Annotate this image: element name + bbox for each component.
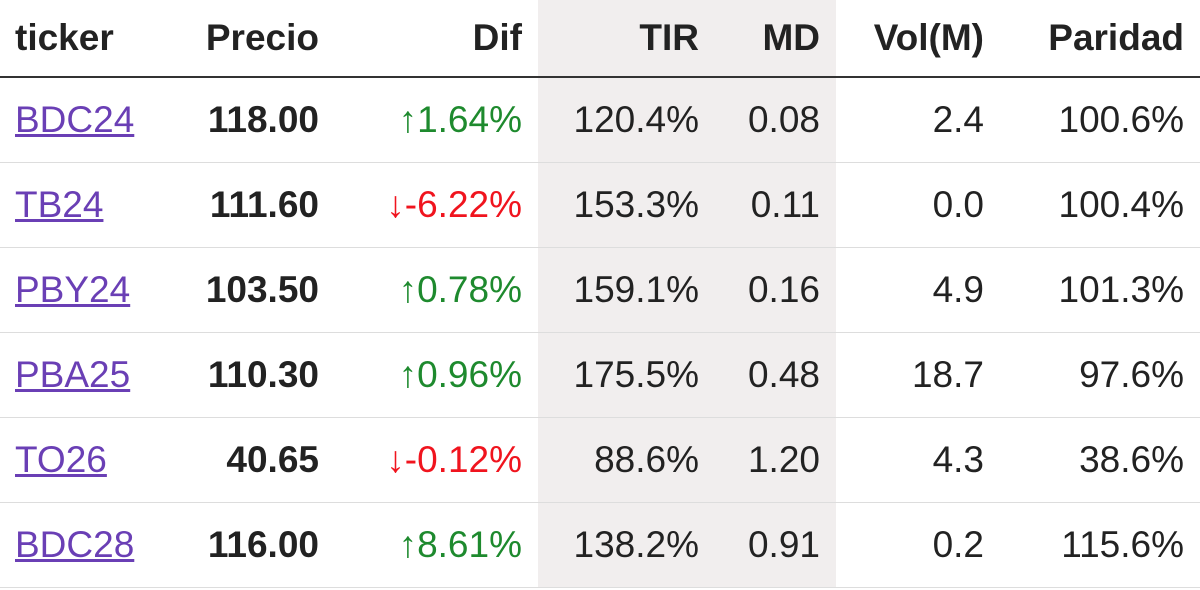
table-cell: ↓-0.12% [335, 417, 538, 503]
change-value: ↓-0.12% [386, 439, 522, 480]
table-cell: 0.11 [715, 162, 836, 248]
table-cell: 153.3% [538, 162, 715, 248]
table-row: BDC24 118.00 ↑1.64% 120.4% 0.08 2.4 100.6% [0, 77, 1200, 163]
table-row: PBA25 110.30 ↑0.96% 175.5% 0.48 18.7 97.6% [0, 332, 1200, 418]
table-cell: 40.65 [175, 417, 335, 503]
change-value: ↑0.96% [398, 354, 522, 395]
table-cell: 4.3 [836, 417, 1000, 503]
header-row: ticker Precio Dif TIR MD Vol(M) Paridad [0, 0, 1200, 78]
column-header: MD [715, 0, 836, 78]
table-cell: ↑0.96% [335, 332, 538, 418]
table-cell: 115.6% [1000, 502, 1200, 588]
table-cell: ↓-6.22% [335, 162, 538, 248]
table-cell: 0.0 [836, 162, 1000, 248]
table-cell: ↑0.78% [335, 247, 538, 333]
table-cell: 97.6% [1000, 332, 1200, 418]
column-header: Dif [335, 0, 538, 78]
table-cell: 18.7 [836, 332, 1000, 418]
table-cell: 138.2% [538, 502, 715, 588]
ticker-link[interactable]: PBA25 [15, 354, 131, 395]
table-cell: 116.00 [175, 502, 335, 588]
table-cell: BDC28 [0, 502, 175, 588]
table-cell: 0.08 [715, 77, 836, 163]
ticker-link[interactable]: PBY24 [15, 269, 131, 310]
column-header: ticker [0, 0, 175, 78]
table-cell: 0.16 [715, 247, 836, 333]
table-cell: TB24 [0, 162, 175, 248]
change-value: ↑8.61% [398, 524, 522, 565]
table-cell: 175.5% [538, 332, 715, 418]
ticker-link[interactable]: BDC24 [15, 99, 135, 140]
table-cell: 4.9 [836, 247, 1000, 333]
change-value: ↓-6.22% [386, 184, 522, 225]
table-cell: ↑1.64% [335, 77, 538, 163]
ticker-link[interactable]: TB24 [15, 184, 104, 225]
table-cell: 110.30 [175, 332, 335, 418]
table-cell: 100.4% [1000, 162, 1200, 248]
table-row: TO26 40.65 ↓-0.12% 88.6% 1.20 4.3 38.6% [0, 417, 1200, 503]
column-header: Paridad [1000, 0, 1200, 78]
column-header: Vol(M) [836, 0, 1000, 78]
table-row: BDC28 116.00 ↑8.61% 138.2% 0.91 0.2 115.6% [0, 502, 1200, 588]
table-cell: PBY24 [0, 247, 175, 333]
table-row: TB24 111.60 ↓-6.22% 153.3% 0.11 0.0 100.4% [0, 162, 1200, 248]
table-cell: 120.4% [538, 77, 715, 163]
table-cell: 0.48 [715, 332, 836, 418]
table-cell: 118.00 [175, 77, 335, 163]
table-cell: 100.6% [1000, 77, 1200, 163]
table-cell: BDC24 [0, 77, 175, 163]
table-cell: 88.6% [538, 417, 715, 503]
table-cell: 2.4 [836, 77, 1000, 163]
table-cell: 159.1% [538, 247, 715, 333]
change-value: ↑0.78% [398, 269, 522, 310]
table-cell: ↑8.61% [335, 502, 538, 588]
table-cell: 103.50 [175, 247, 335, 333]
column-header: TIR [538, 0, 715, 78]
table-cell: TO26 [0, 417, 175, 503]
table-cell: 1.20 [715, 417, 836, 503]
table-cell: 0.2 [836, 502, 1000, 588]
ticker-link[interactable]: TO26 [15, 439, 107, 480]
table-row: PBY24 103.50 ↑0.78% 159.1% 0.16 4.9 101.3% [0, 247, 1200, 333]
table-cell: 101.3% [1000, 247, 1200, 333]
table-cell: 0.91 [715, 502, 836, 588]
change-value: ↑1.64% [398, 99, 522, 140]
ticker-link[interactable]: BDC28 [15, 524, 135, 565]
column-header: Precio [175, 0, 335, 78]
table-cell: 111.60 [175, 162, 335, 248]
table-cell: PBA25 [0, 332, 175, 418]
table-body: BDC24 118.00 ↑1.64% 120.4% 0.08 2.4 100.6% TB24… [0, 77, 1200, 588]
table-cell: 38.6% [1000, 417, 1200, 503]
table-header: ticker Precio Dif TIR MD Vol(M) Paridad [0, 0, 1200, 78]
